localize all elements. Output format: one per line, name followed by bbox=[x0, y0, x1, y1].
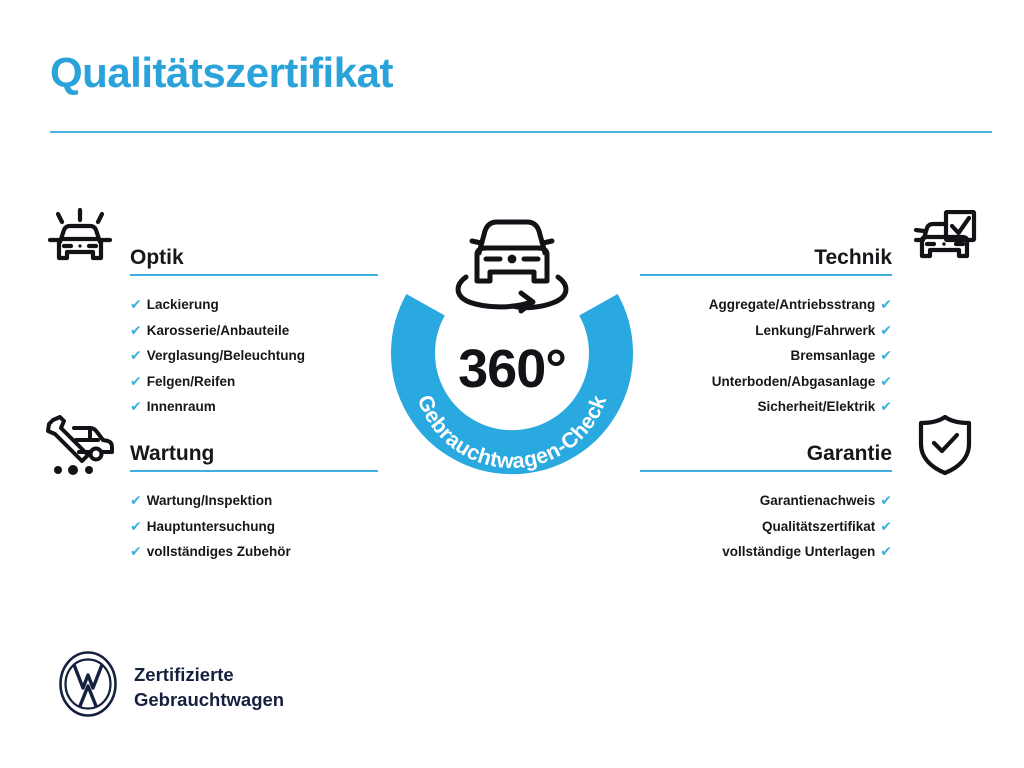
list-item-label: Lenkung/Fahrwerk bbox=[755, 322, 876, 338]
list-item-label: Qualitätszertifikat bbox=[761, 518, 876, 534]
list-item-label: Hauptuntersuchung bbox=[146, 518, 275, 534]
check-icon: ✔ bbox=[880, 492, 892, 508]
section-garantie-title: Garantie bbox=[806, 442, 892, 465]
check-icon: ✔ bbox=[880, 372, 892, 389]
section-technik: Technik Aggregate/Antriebsstrang ✔ Lenkun… bbox=[640, 236, 892, 420]
shield-check-icon bbox=[916, 414, 974, 481]
section-technik-header: Technik bbox=[640, 236, 892, 276]
section-wartung-underline bbox=[130, 470, 378, 472]
footer-logo-line1: Zertifizierte bbox=[134, 663, 234, 685]
check-icon: ✔ bbox=[130, 372, 142, 389]
list-item-label: vollständige Unterlagen bbox=[722, 544, 876, 559]
section-garantie-list: Garantienachweis ✔ Qualitätszertifikat ✔ v… bbox=[640, 488, 892, 565]
list-item: Sicherheit/Elektrik ✔ bbox=[640, 394, 892, 420]
list-item: Bremsanlage ✔ bbox=[640, 343, 892, 369]
list-item: vollständige Unterlagen ✔ bbox=[640, 539, 892, 565]
car-rotate-360-icon bbox=[455, 219, 569, 314]
list-item: Lenkung/Fahrwerk ✔ bbox=[640, 318, 892, 344]
section-garantie: Garantie Garantienachweis ✔ Qualitätszert… bbox=[640, 432, 892, 565]
list-item-label: Unterboden/Abgasanlage bbox=[711, 373, 876, 389]
section-garantie-header: Garantie bbox=[640, 432, 892, 472]
list-item: Aggregate/Antriebsstrang ✔ bbox=[640, 292, 892, 318]
section-wartung: Wartung ✔ Wartung/Inspektion ✔ Hauptunters… bbox=[130, 432, 378, 565]
list-item: Unterboden/Abgasanlage ✔ bbox=[640, 369, 892, 395]
check-icon: ✔ bbox=[880, 296, 892, 312]
list-item-label: Bremsanlage bbox=[790, 348, 876, 363]
list-item-label: Innenraum bbox=[146, 399, 216, 414]
list-item: ✔ Wartung/Inspektion bbox=[130, 488, 378, 514]
list-item-label: Felgen/Reifen bbox=[146, 373, 236, 389]
footer-logo: Zertifizierte Gebrauchtwagen bbox=[58, 650, 284, 723]
list-item-label: Aggregate/Antriebsstrang bbox=[708, 297, 876, 312]
check-icon: ✔ bbox=[880, 517, 892, 534]
list-item-label: vollständiges Zubehör bbox=[146, 544, 291, 559]
check-icon: ✔ bbox=[130, 398, 142, 414]
section-optik-underline bbox=[130, 274, 378, 276]
list-item: ✔ Innenraum bbox=[130, 394, 378, 420]
list-item: ✔ Hauptuntersuchung bbox=[130, 514, 378, 540]
badge-ring bbox=[391, 294, 633, 475]
section-technik-underline bbox=[640, 274, 892, 276]
section-wartung-title: Wartung bbox=[130, 442, 215, 465]
section-optik-list: ✔ Lackierung ✔ Karosserie/Anbauteile ✔ Verg… bbox=[130, 292, 378, 420]
list-item: ✔ Felgen/Reifen bbox=[130, 369, 378, 395]
car-wrench-service-icon bbox=[46, 414, 116, 481]
list-item-label: Karosserie/Anbauteile bbox=[146, 322, 290, 338]
check-icon: ✔ bbox=[130, 347, 142, 363]
section-wartung-header: Wartung bbox=[130, 432, 378, 472]
vw-logo-icon bbox=[58, 650, 118, 723]
check-icon: ✔ bbox=[880, 347, 892, 363]
list-item-label: Sicherheit/Elektrik bbox=[757, 399, 876, 414]
page-title: Qualitätszertifikat bbox=[50, 49, 393, 96]
check-icon: ✔ bbox=[130, 492, 142, 508]
section-optik: Optik ✔ Lackierung ✔ Karosserie/Anbauteile… bbox=[130, 236, 378, 420]
car-checkbox-icon bbox=[912, 209, 978, 273]
list-item: ✔ Karosserie/Anbauteile bbox=[130, 318, 378, 344]
list-item: ✔ Lackierung bbox=[130, 292, 378, 318]
check-icon: ✔ bbox=[880, 398, 892, 414]
car-shine-icon bbox=[46, 206, 114, 277]
list-item-label: Garantienachweis bbox=[759, 493, 876, 508]
list-item-label: Wartung/Inspektion bbox=[146, 493, 273, 508]
header-divider bbox=[50, 131, 992, 133]
list-item: ✔ vollständiges Zubehör bbox=[130, 539, 378, 565]
footer-logo-line2: Gebrauchtwagen bbox=[134, 688, 285, 710]
badge-360-gebrauchtwagen-check: 360° Gebrauchtwagen-Check bbox=[373, 201, 651, 501]
list-item: ✔ Verglasung/Beleuchtung bbox=[130, 343, 378, 369]
check-icon: ✔ bbox=[130, 517, 142, 534]
check-icon: ✔ bbox=[880, 321, 892, 338]
check-icon: ✔ bbox=[130, 543, 142, 559]
check-icon: ✔ bbox=[880, 543, 892, 559]
list-item-label: Lackierung bbox=[146, 297, 219, 312]
check-icon: ✔ bbox=[130, 296, 142, 312]
badge-degrees-label: 360° bbox=[458, 339, 566, 399]
list-item: Qualitätszertifikat ✔ bbox=[640, 514, 892, 540]
section-technik-list: Aggregate/Antriebsstrang ✔ Lenkung/Fahrwe… bbox=[640, 292, 892, 420]
check-icon: ✔ bbox=[130, 321, 142, 338]
list-item: Garantienachweis ✔ bbox=[640, 488, 892, 514]
section-optik-header: Optik bbox=[130, 236, 378, 276]
section-wartung-list: ✔ Wartung/Inspektion ✔ Hauptuntersuchung ✔… bbox=[130, 488, 378, 565]
section-technik-title: Technik bbox=[814, 246, 892, 269]
list-item-label: Verglasung/Beleuchtung bbox=[146, 348, 306, 363]
section-optik-title: Optik bbox=[130, 246, 184, 269]
section-garantie-underline bbox=[640, 470, 892, 472]
footer-logo-text: Zertifizierte Gebrauchtwagen bbox=[134, 662, 284, 712]
